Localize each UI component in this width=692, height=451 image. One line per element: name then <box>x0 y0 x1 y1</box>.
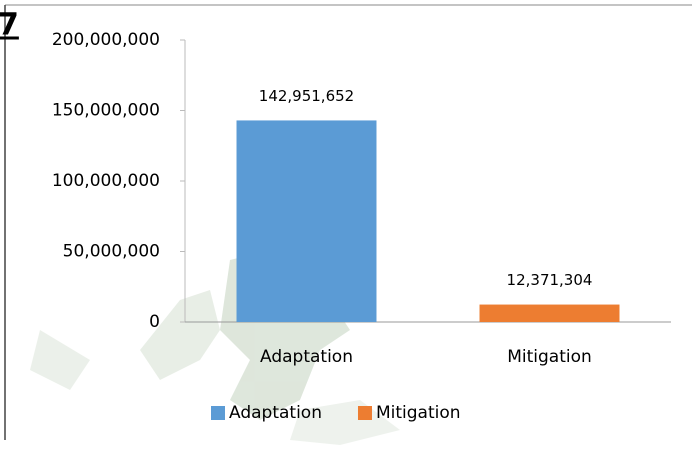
y-tick-label: 50,000,000 <box>63 242 160 262</box>
legend-swatch <box>211 406 225 420</box>
x-tick-label: Adaptation <box>260 347 353 367</box>
corner-fragment: 7 <box>0 8 19 43</box>
legend-label: Adaptation <box>229 403 322 423</box>
value-label: 12,371,304 <box>507 271 593 289</box>
value-label: 142,951,652 <box>259 87 354 105</box>
legend-label: Mitigation <box>376 403 461 423</box>
y-tick-label: 200,000,000 <box>52 30 160 50</box>
bar <box>236 120 377 322</box>
bar <box>479 304 620 322</box>
y-tick-label: 100,000,000 <box>52 171 160 191</box>
x-tick-label: Mitigation <box>507 347 592 367</box>
y-tick-label: 0 <box>149 312 160 332</box>
y-tick-label: 150,000,000 <box>52 101 160 121</box>
legend-swatch <box>357 406 372 420</box>
